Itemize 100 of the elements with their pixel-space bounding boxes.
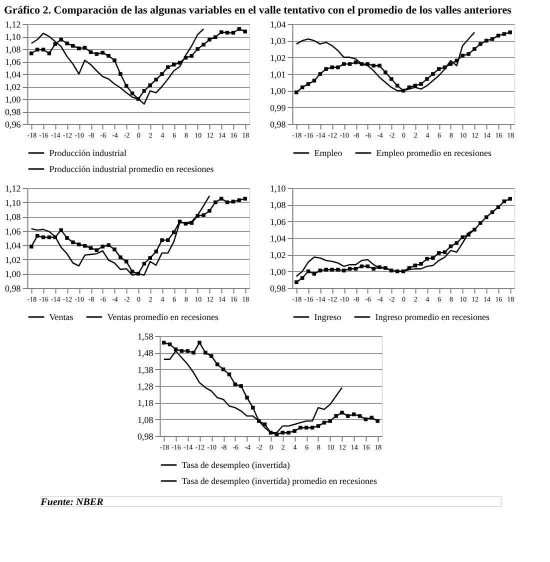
point (419, 82, 423, 86)
point (407, 266, 412, 270)
point (148, 256, 152, 260)
y-tick-label: 1,02 (5, 254, 21, 265)
point (425, 77, 429, 81)
point (336, 65, 340, 70)
point (251, 406, 255, 410)
point (294, 280, 298, 284)
point (384, 70, 388, 74)
point (186, 349, 190, 353)
y-tick-label: 0,98 (138, 432, 154, 442)
point (124, 260, 128, 264)
point (384, 266, 388, 270)
legend-label: Producción industrial (49, 148, 127, 158)
point (340, 410, 344, 415)
point (454, 241, 459, 245)
point (214, 200, 218, 204)
y-tick-label: 1,08 (5, 44, 22, 54)
y-tick-label: 1,06 (5, 226, 22, 236)
point (419, 262, 423, 266)
y-tick-label: 0,98 (270, 120, 286, 130)
point (448, 62, 453, 66)
point (478, 42, 482, 46)
point (316, 424, 320, 428)
point (130, 270, 134, 274)
point (330, 65, 334, 70)
y-tick-label: 0,96 (5, 120, 22, 130)
point (378, 64, 382, 68)
point (508, 30, 512, 34)
legend-label: Empleo (314, 148, 343, 158)
y-tick-label: 1,04 (270, 234, 286, 244)
point (190, 221, 194, 225)
point (376, 419, 380, 423)
point (348, 62, 352, 66)
y-tick-label: 1,58 (138, 332, 154, 342)
source-note: Fuente: NBER (40, 497, 104, 508)
point (53, 42, 58, 46)
y-tick-label: 1,01 (270, 70, 286, 80)
point (192, 350, 196, 355)
point (366, 62, 370, 66)
point (65, 236, 69, 240)
y-tick-label: 1,10 (5, 198, 22, 208)
legend-label: Ventas promedio en recesiones (107, 312, 219, 322)
point (154, 78, 158, 82)
point (298, 426, 302, 430)
point (436, 67, 441, 71)
point (466, 232, 470, 237)
point (342, 62, 346, 66)
point (425, 256, 429, 261)
y-tick-label: 1,06 (5, 57, 22, 67)
legend-label: Ventas (49, 312, 74, 322)
point (65, 42, 69, 46)
point (300, 276, 304, 280)
point (294, 90, 298, 94)
point (324, 268, 328, 272)
point (208, 38, 212, 42)
point (166, 65, 170, 69)
point (239, 384, 243, 388)
point (198, 340, 202, 345)
point (202, 42, 206, 46)
point (330, 268, 334, 272)
point (160, 238, 164, 242)
point (106, 243, 110, 248)
y-tick-label: 1,10 (5, 32, 22, 42)
point (59, 38, 63, 42)
point (77, 46, 81, 50)
y-tick-label: 1,48 (138, 348, 154, 358)
point (112, 58, 116, 62)
point (154, 250, 158, 254)
y-tick-label: 0,98 (5, 107, 22, 117)
point (118, 72, 122, 76)
point (336, 268, 340, 272)
point (431, 72, 435, 76)
point (160, 72, 164, 76)
point (71, 240, 75, 244)
point (162, 340, 166, 345)
y-tick-label: 1,08 (5, 212, 22, 222)
point (328, 419, 332, 423)
point (460, 54, 464, 58)
point (431, 256, 435, 260)
point (88, 246, 93, 250)
point (257, 419, 261, 423)
legend-label: Ingreso promedio en recesiones (375, 312, 490, 322)
y-tick-label: 0,99 (270, 102, 286, 113)
y-tick-label: 1,12 (5, 20, 21, 30)
y-tick-label: 1,02 (270, 52, 286, 63)
chart-title: Gráfico 2. Comparación de las algunas variables en el valle tentativo con el promedio de los valles anteriores (4, 4, 512, 16)
point (71, 44, 75, 48)
y-tick-label: 1,08 (270, 200, 286, 210)
y-tick-label: 1,04 (270, 20, 286, 30)
point (243, 30, 247, 34)
point (210, 354, 214, 358)
point (372, 266, 376, 271)
point (413, 264, 417, 268)
point (390, 77, 394, 81)
point (180, 349, 184, 353)
y-tick-label: 1,00 (5, 94, 22, 104)
point (59, 228, 63, 232)
point (136, 97, 140, 101)
y-tick-label: 0,98 (5, 284, 22, 294)
